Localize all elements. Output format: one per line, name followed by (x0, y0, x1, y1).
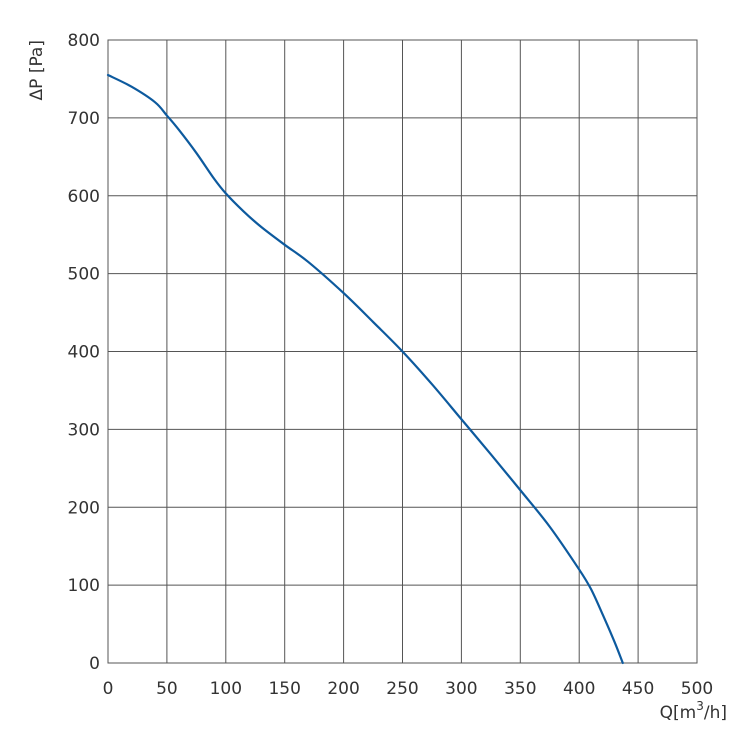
y-tick-label-8: 800 (68, 31, 100, 51)
y-tick-label-0: 0 (89, 654, 100, 674)
x-axis-label-main: Q[m (660, 703, 697, 723)
y-tick-labels: 0 100 200 300 400 500 600 700 800 (68, 31, 100, 674)
x-axis-label-tail: /h] (704, 703, 727, 723)
y-tick-label-6: 600 (68, 187, 100, 207)
x-tick-label-1: 50 (156, 679, 178, 699)
plot-frame (107, 39, 698, 664)
x-tick-label-4: 200 (327, 679, 359, 699)
x-tick-label-0: 0 (103, 679, 114, 699)
x-tick-label-9: 450 (622, 679, 654, 699)
y-tick-label-2: 200 (68, 498, 100, 518)
x-tick-label-10: 500 (681, 679, 713, 699)
series-line-0 (106, 73, 624, 665)
y-tick-label-1: 100 (68, 576, 100, 596)
y-tick-label-5: 500 (68, 265, 100, 285)
x-tick-label-7: 350 (504, 679, 536, 699)
x-tick-labels: 0 50 100 150 200 250 300 350 400 450 500 (103, 679, 714, 699)
y-tick-label-3: 300 (68, 420, 100, 440)
y-tick-label-7: 700 (68, 109, 100, 129)
y-tick-label-4: 400 (68, 343, 100, 363)
x-tick-label-6: 300 (445, 679, 477, 699)
y-axis-label: ΔP [Pa] (27, 40, 47, 100)
x-tick-label-8: 400 (563, 679, 595, 699)
series-layer (106, 73, 624, 665)
x-axis-label-superscript: 3 (696, 699, 704, 713)
x-tick-label-2: 100 (210, 679, 242, 699)
x-tick-label-3: 150 (268, 679, 300, 699)
x-tick-label-5: 250 (386, 679, 418, 699)
x-axis-label: Q[m3/h] (660, 699, 727, 723)
